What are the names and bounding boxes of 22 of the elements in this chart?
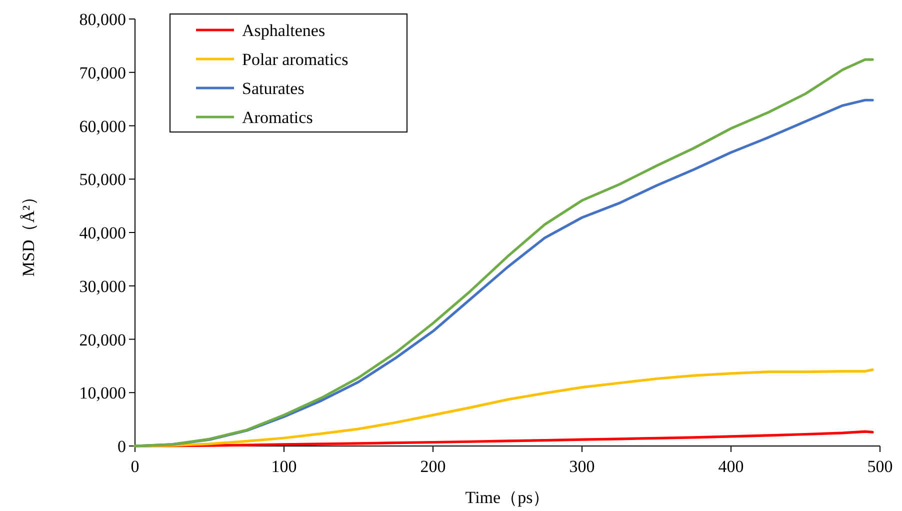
line-series: [134, 368, 874, 448]
legend-label: Saturates: [242, 79, 304, 98]
x-tick-label: 500: [867, 457, 893, 476]
y-tick-label: 40,000: [79, 224, 126, 242]
y-tick-label: 70,000: [79, 63, 126, 82]
y-tick-label: 60,000: [79, 116, 126, 136]
y-axis-title: MSD（Å²）: [19, 188, 38, 277]
x-tick-label: 400: [718, 457, 744, 476]
y-tick-label: 80,000: [79, 10, 126, 29]
legend-label: Aromatics: [242, 108, 313, 127]
x-axis-title: Time（ps）: [465, 488, 550, 507]
x-tick-label: 0: [130, 457, 140, 476]
x-tick-label: 200: [420, 457, 446, 476]
y-tick-label: 10,000: [79, 384, 126, 403]
legend-label: Polar aromatics: [242, 50, 348, 69]
y-tick-label: 0: [118, 437, 126, 456]
y-tick-label: 50,000: [79, 170, 126, 190]
y-tick-label: 30,000: [79, 276, 126, 296]
x-tick-label: 300: [569, 457, 595, 476]
y-tick-label: 20,000: [79, 330, 126, 350]
x-tick-label: 100: [271, 457, 297, 476]
legend-label: Asphaltenes: [242, 21, 326, 40]
